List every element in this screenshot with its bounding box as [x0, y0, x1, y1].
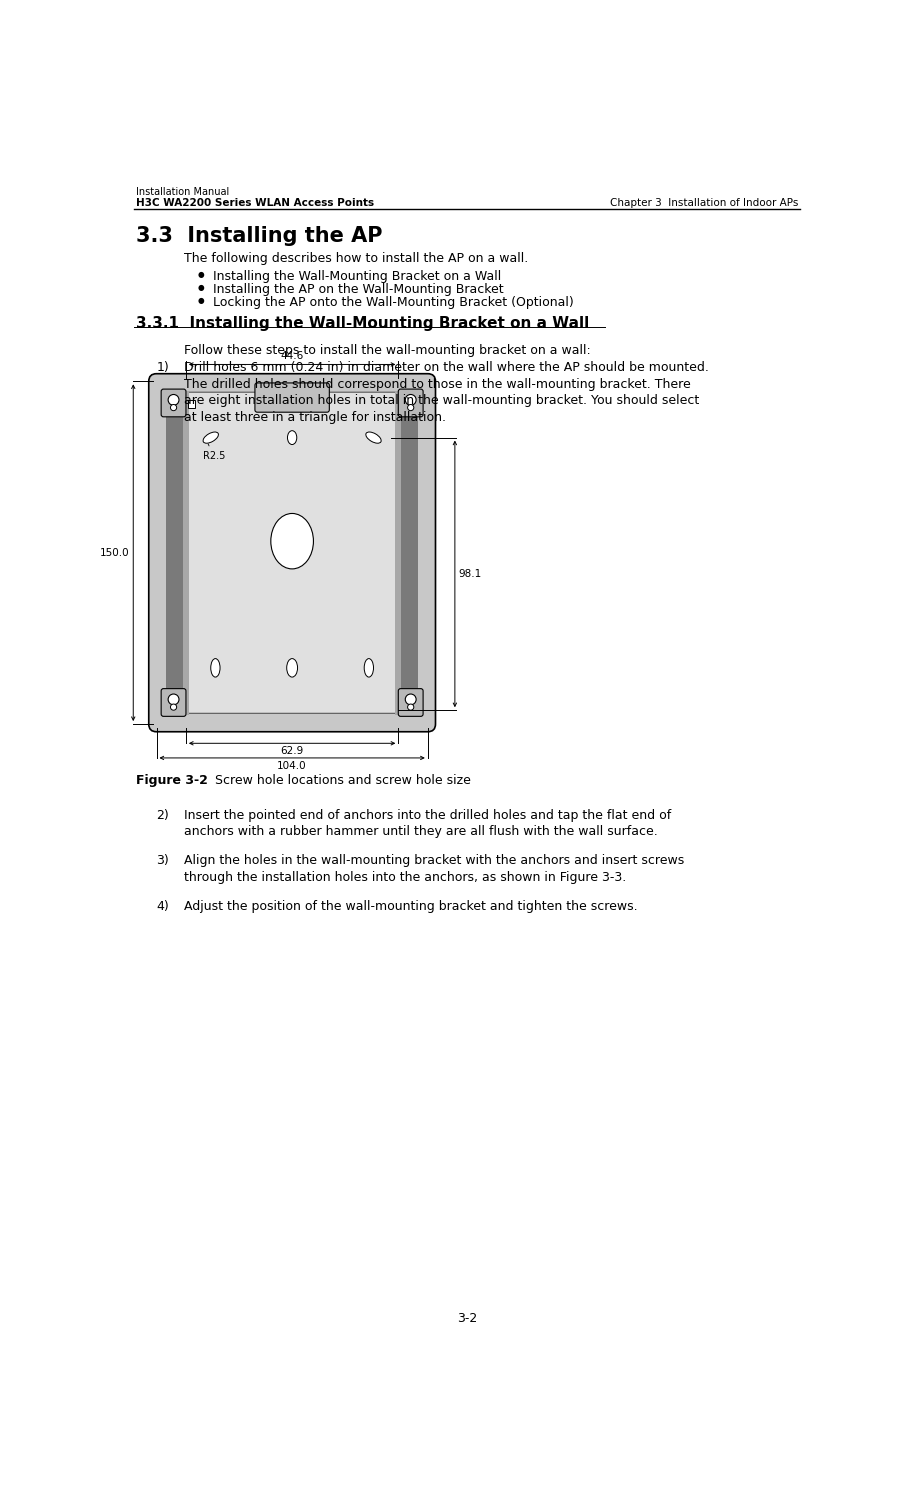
Text: Locking the AP onto the Wall-Mounting Bracket (Optional): Locking the AP onto the Wall-Mounting Br…	[213, 296, 574, 310]
FancyBboxPatch shape	[398, 390, 423, 417]
Text: Figure 3-2: Figure 3-2	[136, 775, 208, 787]
FancyBboxPatch shape	[148, 373, 435, 732]
Text: ●: ●	[198, 270, 204, 279]
FancyBboxPatch shape	[161, 689, 186, 716]
Text: 104.0: 104.0	[277, 761, 307, 772]
Text: ●: ●	[198, 296, 204, 305]
Text: 4): 4)	[157, 900, 169, 912]
Circle shape	[405, 394, 416, 405]
Text: Installation Manual: Installation Manual	[136, 187, 229, 198]
Text: 3-2: 3-2	[456, 1312, 477, 1324]
Text: 150.0: 150.0	[99, 548, 129, 557]
Text: ●: ●	[198, 282, 204, 291]
Bar	[402, 391, 418, 714]
Text: Chapter 3  Installation of Indoor APs: Chapter 3 Installation of Indoor APs	[609, 198, 798, 208]
Ellipse shape	[287, 658, 298, 676]
Ellipse shape	[288, 430, 297, 444]
Text: The following describes how to install the AP on a wall.: The following describes how to install t…	[184, 252, 527, 266]
Text: The drilled holes should correspond to those in the wall-mounting bracket. There: The drilled holes should correspond to t…	[184, 378, 691, 391]
Text: Align the holes in the wall-mounting bracket with the anchors and insert screws: Align the holes in the wall-mounting bra…	[184, 855, 684, 867]
FancyBboxPatch shape	[161, 390, 186, 417]
Text: anchors with a rubber hammer until they are all flush with the wall surface.: anchors with a rubber hammer until they …	[184, 826, 658, 838]
Bar	[183, 391, 189, 714]
Circle shape	[405, 695, 416, 705]
Text: 44.6: 44.6	[281, 352, 303, 361]
FancyBboxPatch shape	[255, 384, 329, 412]
Text: 62.9: 62.9	[281, 746, 303, 757]
Text: 3.3.1  Installing the Wall-Mounting Bracket on a Wall: 3.3.1 Installing the Wall-Mounting Brack…	[136, 316, 589, 331]
Circle shape	[170, 704, 177, 710]
Text: 98.1: 98.1	[459, 569, 482, 578]
Ellipse shape	[366, 432, 381, 444]
Text: H3C WA2200 Series WLAN Access Points: H3C WA2200 Series WLAN Access Points	[136, 198, 374, 208]
Text: Installing the Wall-Mounting Bracket on a Wall: Installing the Wall-Mounting Bracket on …	[213, 270, 501, 282]
Circle shape	[170, 405, 177, 411]
Ellipse shape	[203, 432, 219, 444]
Ellipse shape	[364, 658, 374, 676]
FancyBboxPatch shape	[183, 393, 402, 713]
Text: 3): 3)	[157, 855, 169, 867]
Text: through the installation holes into the anchors, as shown in Figure 3-3.: through the installation holes into the …	[184, 871, 626, 883]
Text: 2): 2)	[157, 809, 169, 821]
Bar	[166, 391, 183, 714]
Text: R2.5: R2.5	[203, 444, 225, 461]
Text: Follow these steps to install the wall-mounting bracket on a wall:: Follow these steps to install the wall-m…	[184, 344, 590, 358]
Circle shape	[407, 704, 414, 710]
Circle shape	[407, 405, 414, 411]
Text: are eight installation holes in total in the wall-mounting bracket. You should s: are eight installation holes in total in…	[184, 394, 699, 408]
Bar	[188, 400, 195, 408]
Circle shape	[169, 695, 179, 705]
Text: Installing the AP on the Wall-Mounting Bracket: Installing the AP on the Wall-Mounting B…	[213, 282, 504, 296]
Circle shape	[169, 394, 179, 405]
Bar	[395, 391, 402, 714]
Text: Adjust the position of the wall-mounting bracket and tighten the screws.: Adjust the position of the wall-mounting…	[184, 900, 638, 912]
FancyBboxPatch shape	[398, 689, 423, 716]
Text: at least three in a triangle for installation.: at least three in a triangle for install…	[184, 411, 445, 424]
Text: Drill holes 6 mm (0.24 in) in diameter on the wall where the AP should be mounte: Drill holes 6 mm (0.24 in) in diameter o…	[184, 361, 709, 374]
Text: Screw hole locations and screw hole size: Screw hole locations and screw hole size	[210, 775, 471, 787]
Text: 3.3  Installing the AP: 3.3 Installing the AP	[136, 226, 382, 246]
Ellipse shape	[271, 513, 313, 569]
Text: Insert the pointed end of anchors into the drilled holes and tap the flat end of: Insert the pointed end of anchors into t…	[184, 809, 670, 821]
Ellipse shape	[210, 658, 220, 676]
Text: 1): 1)	[157, 361, 169, 374]
